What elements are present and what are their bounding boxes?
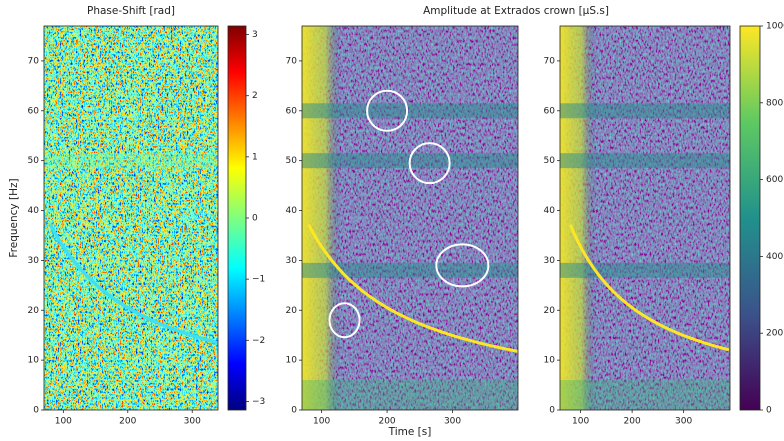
y-tick-label: 30 (544, 256, 556, 266)
y-tick-label: 50 (286, 156, 298, 166)
y-tick-label: 10 (28, 356, 40, 366)
colorbar (739, 25, 761, 411)
colorbar-tick-label: −2 (252, 336, 265, 346)
y-tick-label: 60 (544, 106, 556, 116)
y-tick-label: 20 (286, 306, 298, 316)
y-axis-label: Frequency [Hz] (8, 178, 20, 257)
y-tick-label: 60 (286, 106, 298, 116)
x-tick-label: 300 (675, 417, 692, 427)
y-tick-label: 60 (28, 106, 40, 116)
feature-band (560, 153, 730, 169)
feature-strip (560, 26, 597, 410)
panel-title: Amplitude at Extrados crown [µS.s] (423, 5, 609, 17)
feature-curve (48, 223, 218, 345)
y-tick-label: 20 (544, 306, 556, 316)
feature-band (560, 262, 730, 278)
colorbar-tick-label: 2 (252, 91, 258, 101)
colorbar-tick-label: 600 (766, 175, 783, 185)
heatmap-noise (44, 26, 218, 410)
colorbar-tick-label: 0 (252, 214, 258, 224)
x-tick-label: 200 (378, 417, 395, 427)
feature-band (560, 103, 730, 119)
colorbar-tick-label: 800 (766, 98, 783, 108)
highlight-circle (408, 142, 451, 185)
y-tick-label: 0 (33, 406, 39, 416)
highlight-circle (366, 89, 409, 132)
x-tick-label: 200 (119, 417, 136, 427)
heatmap (44, 26, 218, 410)
y-tick-label: 20 (28, 306, 40, 316)
colorbar-tick-label: −3 (252, 397, 265, 407)
x-axis-label: Time [s] (388, 426, 432, 438)
feature-floor (560, 380, 730, 410)
highlight-circle (328, 302, 361, 339)
heatmap (302, 26, 518, 410)
x-tick-label: 100 (313, 417, 330, 427)
y-tick-label: 40 (286, 206, 298, 216)
y-tick-label: 70 (286, 56, 298, 66)
colorbar-tick-label: 3 (252, 30, 258, 40)
y-tick-label: 10 (286, 356, 298, 366)
colorbar-tick-label: −1 (252, 275, 265, 285)
x-tick-label: 300 (444, 417, 461, 427)
colorbar-tick-label: 200 (766, 329, 783, 339)
highlight-circle (435, 243, 490, 288)
y-tick-label: 0 (549, 406, 555, 416)
colorbar-tick-label: 1 (252, 152, 258, 162)
panel-title: Phase-Shift [rad] (87, 5, 175, 17)
colorbar-tick-label: 400 (766, 252, 783, 262)
y-tick-label: 30 (28, 256, 40, 266)
y-tick-label: 50 (544, 156, 556, 166)
y-tick-label: 0 (291, 406, 297, 416)
heatmap (560, 26, 730, 410)
colorbar-tick-label: 0 (766, 406, 772, 416)
feature-band (302, 262, 518, 278)
feature-floor (302, 380, 518, 410)
feature-strip (302, 26, 342, 410)
feature-band (44, 153, 218, 169)
y-tick-label: 10 (544, 356, 556, 366)
plot-frame (559, 25, 731, 411)
plot-frame (43, 25, 219, 411)
x-tick-label: 100 (55, 417, 72, 427)
feature-curve (307, 223, 518, 353)
y-tick-label: 70 (544, 56, 556, 66)
plot-frame (301, 25, 519, 411)
x-tick-label: 100 (572, 417, 589, 427)
colorbar (227, 25, 247, 411)
feature-curve (568, 224, 730, 352)
feature-band (302, 103, 518, 119)
y-tick-label: 30 (286, 256, 298, 266)
y-tick-label: 50 (28, 156, 40, 166)
x-tick-label: 300 (184, 417, 201, 427)
y-tick-label: 40 (544, 206, 556, 216)
y-tick-label: 40 (28, 206, 40, 216)
y-tick-label: 70 (28, 56, 40, 66)
x-tick-label: 200 (624, 417, 641, 427)
colorbar-tick-label: 1000 (766, 22, 784, 32)
